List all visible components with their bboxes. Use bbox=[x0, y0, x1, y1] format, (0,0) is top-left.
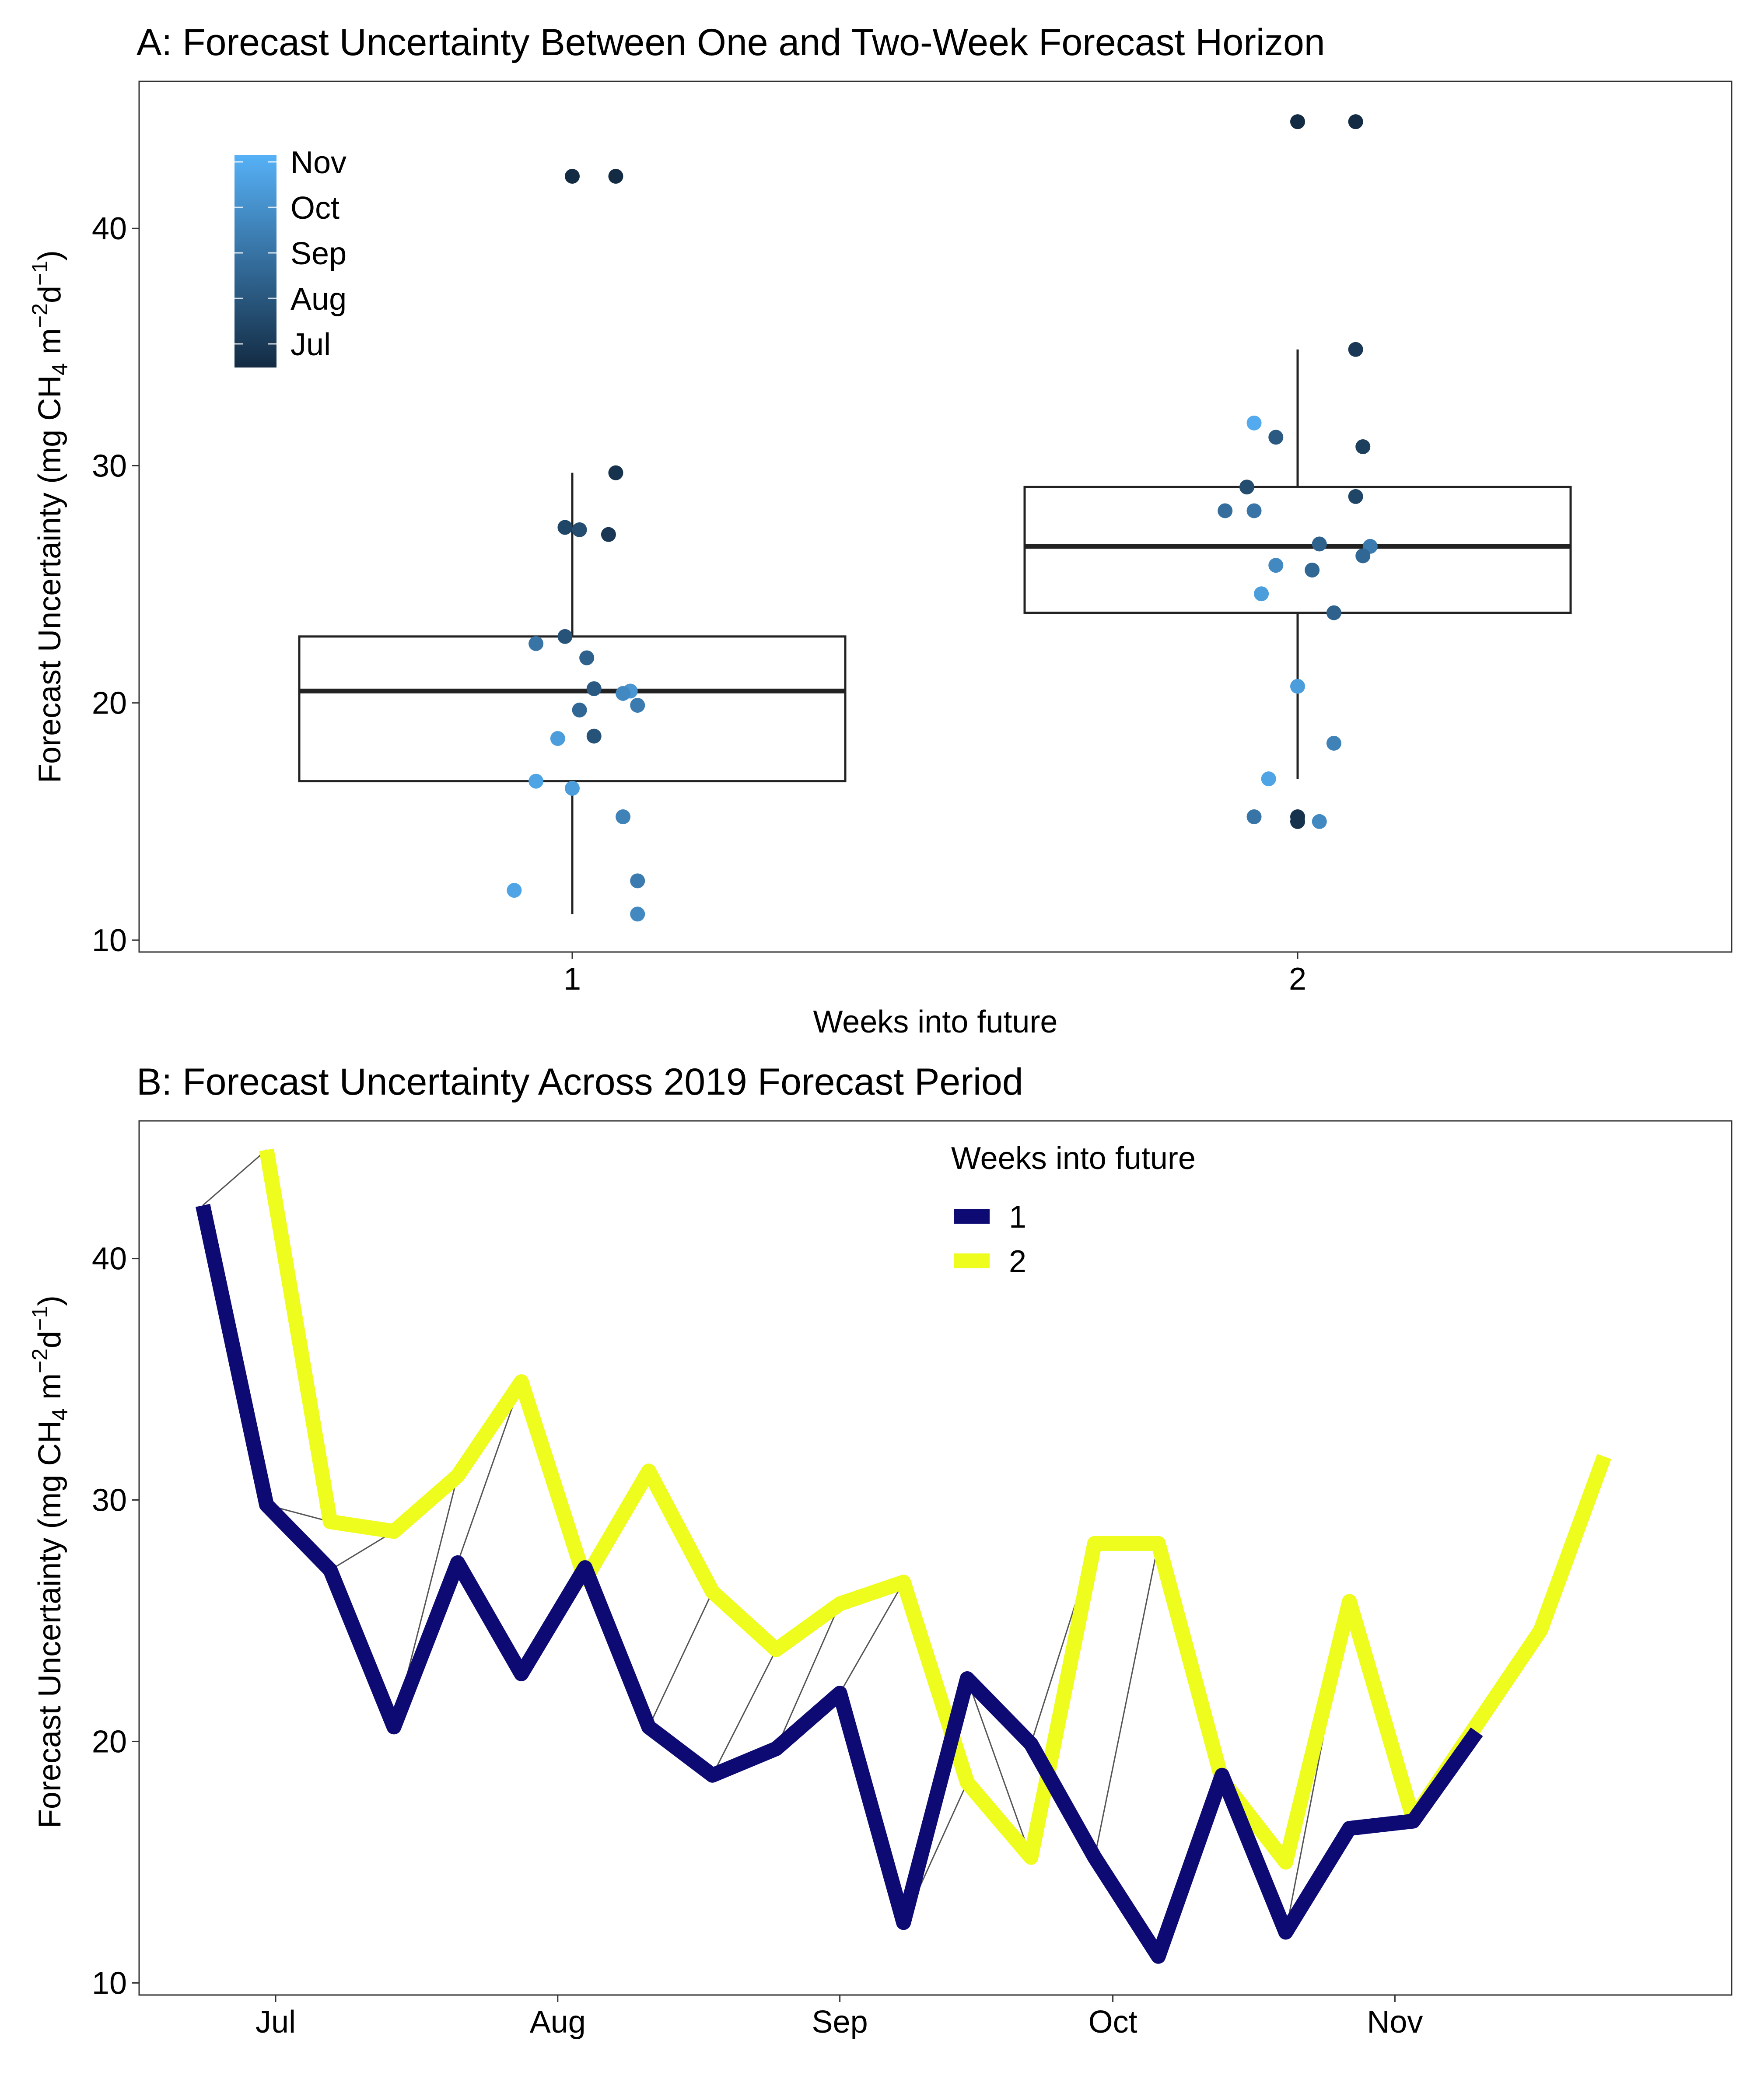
data-point bbox=[579, 650, 595, 665]
data-point bbox=[1305, 563, 1320, 578]
legend-label: 2 bbox=[1009, 1244, 1026, 1279]
connector-line bbox=[457, 1381, 522, 1563]
data-point bbox=[1326, 605, 1341, 620]
legend-label: Nov bbox=[290, 145, 346, 180]
data-point bbox=[586, 681, 602, 696]
connector-line bbox=[648, 1591, 713, 1727]
data-point bbox=[630, 698, 645, 713]
panel-b-legend: Weeks into future 1 2 bbox=[951, 1141, 1196, 1279]
panel-a-color-legend: Nov Oct Sep Aug Jul bbox=[234, 145, 346, 368]
data-point bbox=[1261, 771, 1276, 787]
legend-label: Aug bbox=[290, 282, 346, 317]
data-point bbox=[601, 527, 616, 542]
connector-line bbox=[1094, 1543, 1159, 1858]
panel-b-title: B: Forecast Uncertainty Across 2019 Fore… bbox=[136, 1061, 1023, 1103]
connector-line bbox=[775, 1603, 840, 1749]
data-point bbox=[616, 809, 631, 824]
data-point bbox=[1312, 814, 1327, 829]
data-point bbox=[1239, 480, 1254, 495]
legend-label: Oct bbox=[290, 191, 340, 226]
data-point bbox=[528, 636, 544, 651]
connector-line bbox=[712, 1649, 777, 1776]
legend-label: 1 bbox=[1009, 1200, 1026, 1235]
panel-b-x-axis: Jul Aug Sep Oct Nov bbox=[256, 1995, 1423, 2040]
data-point bbox=[1355, 439, 1371, 455]
y-tick-label: 40 bbox=[92, 1242, 127, 1277]
color-legend-bar bbox=[234, 155, 276, 368]
data-point bbox=[1246, 809, 1262, 824]
data-point bbox=[565, 168, 580, 184]
x-tick-label: Aug bbox=[530, 2005, 586, 2040]
data-point bbox=[572, 702, 587, 718]
panel-a-x-axis-title: Weeks into future bbox=[813, 1004, 1058, 1040]
panel-a-boxes bbox=[298, 349, 1572, 914]
x-tick-label: 2 bbox=[1289, 962, 1306, 997]
data-point bbox=[616, 686, 631, 701]
data-point bbox=[630, 906, 645, 922]
y-tick-label: 10 bbox=[92, 1966, 127, 2001]
y-tick-label: 20 bbox=[92, 1724, 127, 1759]
data-point bbox=[1348, 489, 1363, 504]
connector-line bbox=[839, 1582, 904, 1694]
data-point bbox=[586, 728, 602, 744]
data-point bbox=[630, 873, 645, 889]
y-tick-label: 20 bbox=[92, 686, 127, 721]
data-point bbox=[608, 168, 623, 184]
connector-line bbox=[966, 1678, 1032, 1858]
data-point bbox=[1290, 679, 1305, 694]
x-tick-label: Jul bbox=[256, 2005, 296, 2040]
data-point bbox=[557, 629, 573, 644]
panel-a-y-axis-title: Forecast Uncertainty (mg CH4 m−2d−1) bbox=[28, 250, 72, 783]
legend-title: Weeks into future bbox=[951, 1141, 1196, 1176]
connector-line bbox=[330, 1531, 395, 1571]
panel-b-plot-border bbox=[138, 1120, 1732, 1996]
data-point bbox=[1246, 415, 1262, 430]
x-tick-label: Oct bbox=[1088, 2005, 1138, 2040]
data-point bbox=[1268, 430, 1284, 445]
x-tick-label: Sep bbox=[812, 2005, 868, 2040]
y-tick-label: 30 bbox=[92, 1483, 127, 1518]
panel-a-title: A: Forecast Uncertainty Between One and … bbox=[136, 21, 1325, 63]
y-tick-label: 30 bbox=[92, 448, 127, 483]
panel-a-plot-border bbox=[138, 80, 1732, 953]
data-point bbox=[1218, 503, 1233, 518]
data-point bbox=[507, 883, 522, 898]
data-point bbox=[1348, 342, 1363, 357]
panel-a: A: Forecast Uncertainty Between One and … bbox=[28, 21, 1732, 1040]
series-line-week-2 bbox=[259, 1148, 1611, 1870]
box-iqr bbox=[1023, 486, 1572, 614]
data-point bbox=[1246, 503, 1262, 518]
connector-line bbox=[202, 1149, 267, 1206]
panel-b-y-axis: 10 20 30 40 bbox=[92, 1242, 139, 2001]
legend-label: Sep bbox=[290, 236, 346, 271]
series-line-week-1 bbox=[195, 1204, 1483, 1964]
y-tick-label: 10 bbox=[92, 923, 127, 958]
panel-b: B: Forecast Uncertainty Across 2019 Fore… bbox=[28, 1061, 1732, 2040]
data-point bbox=[1312, 536, 1327, 552]
data-point bbox=[572, 522, 587, 537]
panel-b-lines bbox=[195, 1148, 1611, 1964]
data-point bbox=[1268, 558, 1284, 573]
data-point bbox=[1348, 114, 1363, 130]
data-point bbox=[565, 780, 580, 796]
data-point bbox=[550, 731, 565, 746]
y-tick-label: 40 bbox=[92, 211, 127, 246]
data-point bbox=[1290, 814, 1305, 829]
data-point bbox=[557, 520, 573, 535]
data-point bbox=[1290, 114, 1305, 130]
panel-a-y-axis: 10 20 30 40 bbox=[92, 211, 139, 958]
data-point bbox=[528, 774, 544, 789]
x-tick-label: 1 bbox=[564, 962, 581, 997]
data-point bbox=[608, 465, 623, 480]
panel-b-y-axis-title: Forecast Uncertainty (mg CH4 m−2d−1) bbox=[28, 1295, 72, 1828]
x-tick-label: Nov bbox=[1367, 2005, 1423, 2040]
data-point bbox=[1326, 735, 1341, 751]
data-point bbox=[1254, 586, 1269, 602]
data-point bbox=[1355, 548, 1371, 564]
legend-label: Jul bbox=[290, 327, 331, 362]
panel-a-points bbox=[507, 114, 1378, 922]
